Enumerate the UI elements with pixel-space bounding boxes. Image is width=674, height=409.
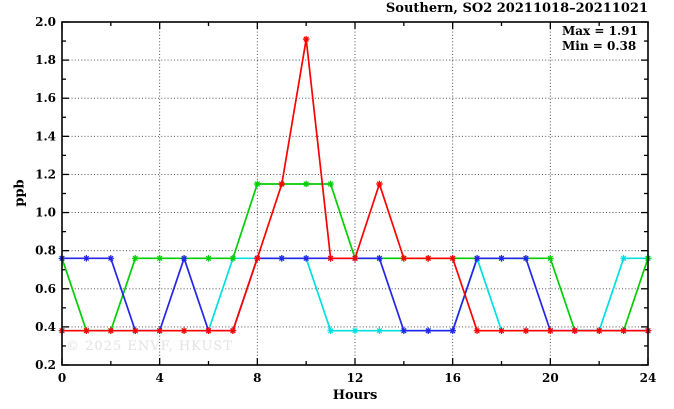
y-axis-label: ppb	[12, 179, 28, 207]
watermark: © 2025 ENVF, HKUST	[66, 339, 233, 354]
svg-text:0: 0	[58, 371, 66, 385]
svg-text:1.8: 1.8	[35, 53, 56, 67]
x-axis-label: Hours	[332, 388, 378, 403]
svg-text:8: 8	[253, 371, 261, 385]
svg-text:2.0: 2.0	[35, 15, 56, 29]
max-label: Max = 1.91	[562, 24, 638, 38]
x-tick-labels: 0 4 8 12 16 20 24	[58, 371, 657, 385]
svg-text:20: 20	[542, 371, 559, 385]
svg-text:12: 12	[347, 371, 364, 385]
svg-text:1.6: 1.6	[35, 91, 56, 105]
svg-text:4: 4	[155, 371, 163, 385]
y-tick-labels: 0.2 0.4 0.6 0.8 1.0 1.2 1.4 1.6 1.8 2.0	[35, 15, 56, 372]
svg-text:0.8: 0.8	[35, 244, 56, 258]
svg-text:1.4: 1.4	[35, 129, 56, 143]
svg-text:1.0: 1.0	[35, 206, 56, 220]
gridlines	[62, 22, 648, 365]
svg-text:1.2: 1.2	[35, 167, 56, 181]
chart-title: Southern, SO2 20211018–20211021	[385, 1, 648, 16]
min-label: Min = 0.38	[562, 39, 637, 53]
svg-text:0.2: 0.2	[35, 358, 56, 372]
svg-text:0.4: 0.4	[35, 320, 56, 334]
svg-text:16: 16	[444, 371, 461, 385]
maxmin-annotation: Max = 1.91 Min = 0.38	[562, 24, 638, 54]
svg-text:24: 24	[640, 371, 657, 385]
plot-border	[61, 21, 649, 366]
svg-text:0.6: 0.6	[35, 282, 56, 296]
